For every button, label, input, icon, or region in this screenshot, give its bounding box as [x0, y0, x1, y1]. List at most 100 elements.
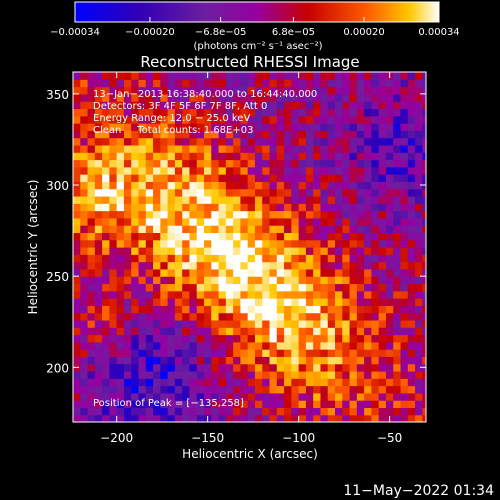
heatmap-cell [94, 123, 103, 131]
heatmap-cell [407, 123, 416, 131]
heatmap-cell [189, 210, 198, 219]
heatmap-cell [174, 298, 183, 306]
colorbar-gradient [74, 1, 440, 23]
heatmap-cell [269, 101, 278, 110]
heatmap-cell [385, 195, 394, 204]
heatmap-cell [102, 72, 110, 80]
heatmap-cell [393, 137, 402, 146]
heatmap-cell [371, 370, 380, 379]
heatmap-cell [225, 188, 234, 197]
heatmap-cell [247, 305, 256, 314]
heatmap-cell [153, 370, 161, 379]
heatmap-cell [225, 159, 234, 168]
heatmap-cell [123, 247, 132, 255]
heatmap-cell [320, 400, 329, 409]
heatmap-cell [204, 217, 212, 226]
heatmap-cell [269, 319, 278, 328]
heatmap-cell [218, 268, 227, 277]
heatmap-cell [422, 407, 426, 416]
heatmap-cell [342, 115, 351, 124]
heatmap-cell [218, 174, 227, 182]
heatmap-cell [182, 232, 191, 241]
heatmap-cell [415, 115, 423, 124]
heatmap-cell [313, 130, 322, 139]
heatmap-cell [385, 378, 394, 387]
heatmap-cell [385, 268, 394, 277]
heatmap-cell [269, 137, 278, 146]
heatmap-cell [182, 305, 191, 314]
heatmap-cell [284, 298, 292, 306]
heatmap-cell [349, 137, 358, 146]
heatmap-cell [189, 203, 198, 212]
heatmap-cell [204, 400, 212, 409]
heatmap-cell [123, 123, 132, 131]
heatmap-cell [123, 312, 132, 321]
heatmap-cell [211, 385, 220, 394]
heatmap-cell [291, 247, 300, 255]
heatmap-cell [116, 195, 125, 204]
heatmap-cell [94, 166, 103, 175]
heatmap-cell [116, 101, 125, 110]
heatmap-cell [393, 239, 402, 248]
heatmap-cell [262, 159, 271, 168]
heatmap-cell [204, 392, 212, 401]
heatmap-cell [276, 298, 285, 306]
heatmap-cell [356, 174, 365, 182]
heatmap-cell [174, 385, 183, 394]
heatmap-cell [247, 195, 256, 204]
heatmap-cell [225, 108, 234, 117]
heatmap-cell [415, 174, 423, 182]
heatmap-cell [320, 174, 329, 182]
heatmap-cell [291, 400, 300, 409]
heatmap-cell [109, 137, 118, 146]
heatmap-cell [393, 115, 402, 124]
heatmap-cell [145, 268, 154, 277]
heatmap-cell [305, 319, 314, 328]
heatmap-cell [196, 385, 205, 394]
heatmap-cell [196, 247, 205, 255]
heatmap-cell [174, 392, 183, 401]
heatmap-cell [174, 72, 183, 80]
heatmap-cell [196, 268, 205, 277]
heatmap-cell [269, 239, 278, 248]
heatmap-cell [415, 93, 423, 102]
heatmap-cell [182, 101, 191, 110]
heatmap-cell [298, 166, 307, 175]
heatmap-cell [174, 341, 183, 350]
heatmap-cell [400, 349, 409, 357]
heatmap-cell [174, 290, 183, 299]
heatmap-cell [116, 174, 125, 182]
heatmap-cell [123, 319, 132, 328]
heatmap-cell [276, 232, 285, 241]
heatmap-cell [153, 79, 161, 88]
heatmap-cell [371, 115, 380, 124]
heatmap-cell [349, 72, 358, 80]
heatmap-cell [364, 319, 373, 328]
heatmap-cell [327, 86, 336, 95]
heatmap-cell [102, 195, 110, 204]
heatmap-cell [407, 356, 416, 365]
heatmap-cell [189, 188, 198, 197]
heatmap-cell [153, 159, 161, 168]
heatmap-cell [364, 108, 373, 117]
heatmap-cell [371, 334, 380, 343]
heatmap-cell [211, 349, 220, 357]
heatmap-cell [415, 247, 423, 255]
heatmap-cell [116, 166, 125, 175]
heatmap-cell [182, 298, 191, 306]
heatmap-cell [378, 232, 387, 241]
heatmap-cell [182, 72, 191, 80]
heatmap-cell [371, 225, 380, 234]
heatmap-cell [211, 79, 220, 88]
heatmap-cell [371, 72, 380, 80]
heatmap-cell [415, 79, 423, 88]
heatmap-cell [393, 349, 402, 357]
heatmap-cell [80, 203, 89, 212]
heatmap-cell [116, 247, 125, 255]
heatmap-cell [407, 349, 416, 357]
colorbar: −0.00034 −0.00020 −6.8e−05 6.8e−05 0.00020 0.… [50, 1, 460, 52]
heatmap-cell [291, 195, 300, 204]
heatmap-cell [174, 225, 183, 234]
heatmap-cell [116, 217, 125, 226]
heatmap-cell [400, 298, 409, 306]
